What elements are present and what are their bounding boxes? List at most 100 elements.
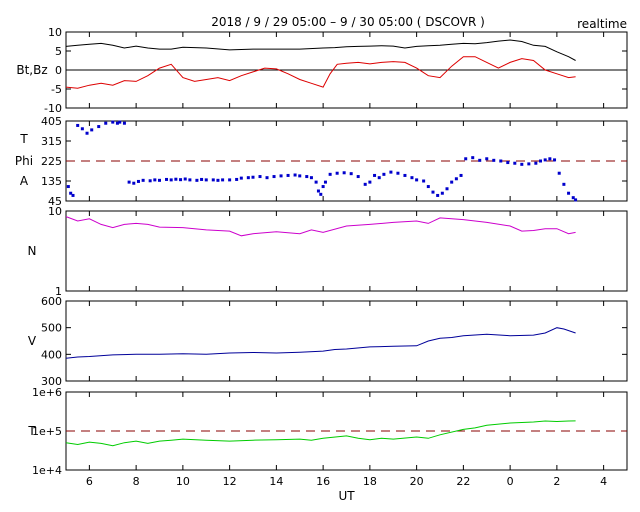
data-point [211,178,215,182]
data-point [520,162,524,166]
data-point [221,178,225,182]
panel-frame-density [65,210,628,292]
data-point [464,157,468,161]
x-tick-label: 20 [410,475,424,488]
data-point [557,171,561,175]
chart-title: 2018 / 9 / 29 05:00 – 9 / 30 05:00 ( DSC… [211,15,485,29]
x-tick-label: 8 [133,475,140,488]
data-point [235,177,239,181]
y-tick-label: 225 [41,155,62,168]
data-point [415,178,419,182]
data-point [141,178,145,182]
panel-frame-speed [65,300,628,382]
data-point [309,176,313,180]
data-point [76,123,80,127]
series-line-temperature-0 [65,420,576,447]
data-point [440,191,444,195]
y-tick-label: 1e+5 [32,425,62,438]
data-point [286,173,290,177]
data-point [377,176,381,180]
data-point [251,175,255,179]
data-point [567,191,571,195]
data-point [543,158,547,162]
data-point [118,120,122,124]
data-point [169,178,173,182]
y-axis-label: V [28,334,37,348]
data-point [492,158,496,162]
data-point [246,176,250,180]
y-tick-label: 135 [41,175,62,188]
data-point [239,176,243,180]
data-point [454,177,458,181]
x-tick-label: 6 [86,475,93,488]
y-tick-label: 500 [41,322,62,335]
data-point [111,120,115,124]
data-point [422,179,426,183]
data-point [349,172,353,176]
data-point [356,175,360,179]
x-tick-label: 2 [553,475,560,488]
panel-frame-temperature [65,391,628,471]
data-point [158,178,161,182]
series-line-density-0 [65,216,576,237]
data-point [478,158,482,162]
data-point [571,196,575,200]
data-point [321,185,325,189]
x-axis-label: UT [338,489,355,503]
data-point [471,156,475,160]
x-tick-label: 22 [456,475,470,488]
data-point [485,157,489,161]
data-point [368,180,372,184]
data-point [85,131,89,135]
data-point [574,198,578,202]
data-point [396,171,400,175]
y-axis-label: N [28,244,37,258]
y-axis-label-bottom: A [20,174,29,188]
y-tick-label: 0 [55,64,62,77]
x-tick-label: 10 [176,475,190,488]
data-point [204,178,208,182]
x-tick-label: 0 [507,475,514,488]
data-point [298,174,302,178]
y-tick-label: 10 [48,26,62,39]
y-tick-label: 1e+6 [32,386,62,399]
x-tick-label: 4 [600,475,607,488]
data-point [265,176,269,180]
y-tick-label: 1e+4 [32,464,62,477]
y-axis-label-top: T [19,132,28,146]
data-point [148,179,152,183]
y-tick-label: 1 [55,285,62,298]
data-point [436,193,440,197]
data-point [527,162,531,166]
data-point [165,177,169,181]
y-axis-label: T [27,424,36,438]
data-point [179,178,183,182]
data-point [122,121,126,125]
data-point [459,173,463,177]
data-point [153,178,157,182]
data-point [80,127,84,131]
y-tick-label: 315 [41,135,62,148]
data-point [548,157,552,161]
data-point [506,161,510,165]
series-line-magnetic-field-0 [65,39,576,61]
data-point [258,175,262,179]
data-point [132,181,136,185]
data-point [410,176,414,180]
y-tick-label: 5 [55,45,62,58]
x-tick-label: 14 [269,475,283,488]
data-point [183,177,187,181]
data-point [403,173,407,177]
data-point [174,177,178,181]
data-point [534,161,538,165]
data-point [71,193,75,197]
y-axis-label-mid: Phi [15,154,33,168]
data-point [305,175,309,179]
y-axis-label: Bt,Bz [16,63,47,77]
data-point [335,171,339,175]
data-point [279,174,283,178]
data-point [363,182,367,186]
x-tick-label: 16 [316,475,330,488]
data-point [373,173,377,177]
